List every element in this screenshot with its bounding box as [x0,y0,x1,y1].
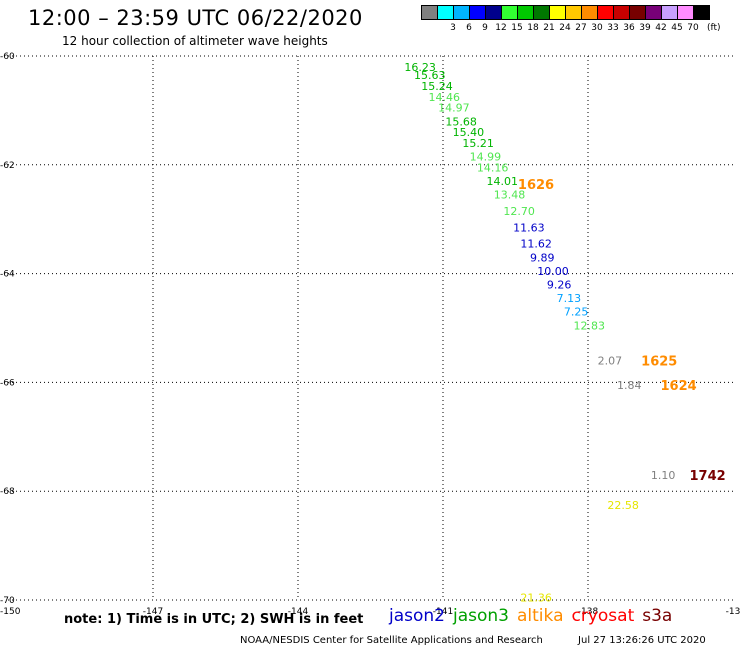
wave-height-label: 7.25 [564,306,589,319]
color-scale-legend: 3 6 9 12 15 18 21 24 27 30 33 36 39 42 45 70 (ft) [421,5,721,33]
units-note: note: 1) Time is in UTC; 2) SWH is in fe… [64,612,364,627]
wave-height-label: 15.24 [421,80,453,93]
color-scale-tick-label: 42 [655,23,667,33]
y-tick-label: -62 [0,161,15,171]
map-title: 12:00 – 23:59 UTC 06/22/2020 [28,6,363,30]
observation-time-label: 1624 [661,379,697,394]
color-scale-tick-label: 18 [527,23,539,33]
wave-height-label: 14.46 [429,91,461,104]
wave-height-label: 15.63 [414,69,446,82]
satellite-name: cryosat [571,606,635,626]
y-tick-label: -64 [0,270,15,280]
color-scale-unit: (ft) [707,23,721,33]
color-scale-tick-label: 12 [495,23,507,33]
wave-height-label: 15.21 [462,137,494,150]
satellite-name: jason2 [389,606,445,626]
y-tick-label: -70 [0,596,15,606]
wave-height-label: 12.70 [503,205,534,218]
color-scale-tick-label: 33 [607,23,619,33]
x-tick-label: -150 [0,607,21,617]
y-tick-label: -68 [0,487,15,497]
wave-height-label: 7.13 [557,292,582,305]
color-swatch [693,5,710,20]
wave-height-label: 1.10 [651,469,676,482]
x-tick-label: -144 [288,607,309,617]
color-scale-tick-label: 6 [466,23,472,33]
wave-height-label: 21.36 [520,591,552,604]
observation-time-label: 1625 [641,355,677,370]
y-tick-label: -60 [0,52,15,62]
color-scale-tick-label: 36 [623,23,635,33]
color-scale-tick-label: 70 [687,23,699,33]
credit-text: NOAA/NESDIS Center for Satellite Applica… [240,635,543,646]
color-scale-tick-label: 3 [450,23,456,33]
wave-height-label: 14.97 [438,102,470,115]
color-scale-tick-label: 24 [559,23,571,33]
wave-height-label: 14.99 [470,151,502,164]
wave-height-label: 14.16 [477,162,509,175]
color-swatch-row [421,5,710,20]
map-subtitle: 12 hour collection of altimeter wave hei… [62,34,328,48]
wave-height-label: 14.01 [487,175,519,188]
color-scale-tick-label: 39 [639,23,651,33]
wave-height-label: 9.26 [547,278,572,291]
satellite-legend: jason2 jason3 altika cryosat s3a [389,606,680,626]
observation-time-label: 1742 [690,469,726,484]
x-tick-label: -147 [143,607,163,617]
wave-height-label: 15.40 [453,126,485,139]
wave-height-label: 15.68 [445,115,477,128]
wave-height-label: 11.63 [513,221,545,234]
wave-height-label: 16.23 [404,61,436,74]
wave-height-label: 22.58 [607,499,639,512]
x-tick-label: -13 [726,607,740,617]
color-scale-tick-label: 9 [482,23,488,33]
generated-timestamp: Jul 27 13:26:26 UTC 2020 [578,635,706,646]
x-tick-label: -138 [578,607,599,617]
satellite-name: altika [517,606,564,626]
satellite-name: jason3 [453,606,509,626]
observation-time-label: 1626 [518,178,554,193]
satellite-name: s3a [642,606,673,626]
wave-height-label: 1.84 [617,379,642,392]
color-scale-tick-label: 30 [591,23,603,33]
wave-height-label: 10.00 [537,265,569,278]
wave-height-label: 11.62 [520,238,552,251]
color-scale-tick-label: 45 [671,23,683,33]
color-scale-tick-label: 27 [575,23,587,33]
x-tick-label: -141 [433,607,453,617]
footer-credit: NOAA/NESDIS Center for Satellite Applica… [240,635,706,646]
y-tick-label: -66 [0,378,15,388]
wave-height-label: 9.89 [530,251,555,264]
color-scale-tick-label: 15 [511,23,523,33]
wave-height-label: 2.07 [598,355,623,368]
wave-height-label: 13.48 [494,189,526,202]
color-scale-tick-label: 21 [543,23,555,33]
wave-height-label: 12.83 [574,319,606,332]
